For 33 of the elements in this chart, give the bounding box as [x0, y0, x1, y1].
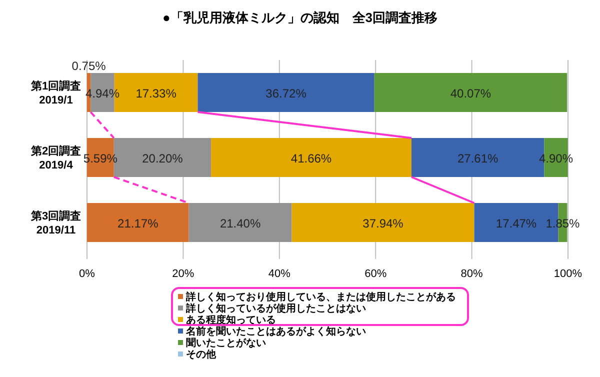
x-tick-label: 80%: [460, 268, 484, 280]
legend-label: 名前を聞いたことはあるがよく知らない: [185, 326, 366, 338]
y-tick-label: 第2回調査 2019/4: [30, 144, 82, 172]
legend-label: 詳しく知っているが使用したことはない: [185, 302, 366, 314]
data-label: 21.40%: [220, 216, 261, 230]
data-label: 36.72%: [266, 86, 307, 100]
legend-label: 聞いたことがない: [186, 337, 266, 349]
data-label: 17.47%: [496, 216, 537, 230]
data-label: 0.75%: [72, 59, 106, 73]
bar: [198, 73, 374, 112]
data-label: 37.94%: [362, 216, 404, 230]
x-tick-label: 40%: [268, 268, 291, 280]
legend-label: 詳しく知っており使用している、または使用したことがある: [185, 291, 456, 303]
data-label: 40.07%: [450, 86, 492, 100]
y-tick-label: 第3回調査 2019/11: [30, 210, 82, 236]
y-tick-label: 第1回調査 2019/1: [30, 80, 82, 106]
bar: [188, 203, 292, 242]
data-label: 27.61%: [457, 152, 499, 166]
legend-label: その他: [186, 348, 217, 360]
x-tick-label: 0%: [79, 268, 96, 280]
data-label: 41.66%: [290, 152, 332, 166]
bar: [87, 203, 189, 242]
data-label: 20.20%: [142, 152, 184, 166]
data-label: 21.17%: [118, 216, 159, 230]
bar: [292, 203, 474, 242]
x-tick-label: 100%: [554, 268, 582, 280]
data-label: 17.33%: [136, 86, 177, 100]
bar: [211, 138, 412, 177]
bar: [374, 73, 568, 112]
x-tick-label: 60%: [364, 268, 387, 280]
x-tick-label: 20%: [172, 268, 194, 280]
data-label: 1.85%: [546, 216, 580, 230]
chart-title: ●「乳児用液体ミルク」の認知 全3回調査推移: [162, 10, 438, 25]
